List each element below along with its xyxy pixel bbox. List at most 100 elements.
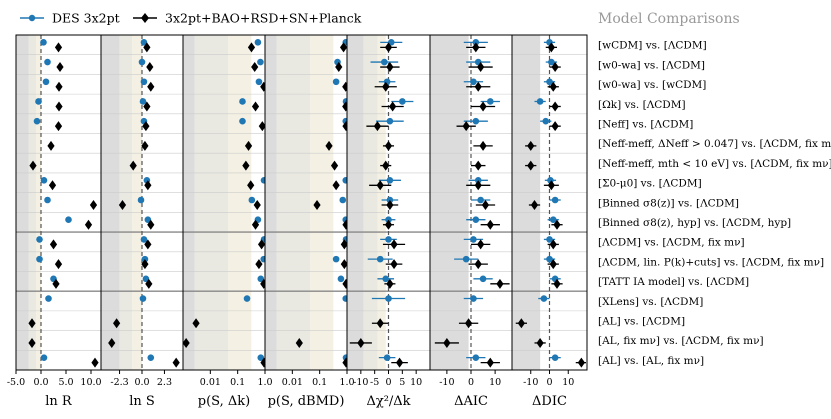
panel-lnR-des-point	[44, 196, 51, 204]
panel-pS_dk-combined-point	[260, 81, 268, 92]
panel-ddic-des-point	[549, 216, 557, 224]
panel-pS_dbmd-axis-label: p(S, dBMD)	[268, 394, 345, 409]
panel-pS_dbmd-combined-point	[342, 81, 350, 92]
panel-lnS-combined-point	[129, 160, 137, 171]
panel-daic-combined-point	[474, 180, 482, 191]
panel-dchi2_dk-combined-point	[373, 121, 382, 132]
panel-lnR-combined-point	[54, 259, 63, 270]
panel-ddic-combined-point	[547, 42, 555, 53]
panel-lnR-tick-label: 10.0	[80, 377, 101, 388]
panel-lnR-combined-point	[29, 160, 37, 171]
panel-ddic-combined-point	[527, 140, 535, 151]
panel-pS_dbmd-tick-label: 0.01	[282, 377, 303, 388]
panel-daic-des-point	[462, 255, 470, 263]
panel-lnR-combined-point	[48, 180, 57, 191]
legend-combined-marker	[141, 13, 149, 23]
panel-dchi2_dk-des-point	[386, 196, 394, 204]
panel-lnR-combined-point	[55, 81, 63, 92]
panel-dchi2_dk-combined-point	[384, 219, 393, 230]
panel-lnS-combined-point	[146, 62, 154, 73]
panel-ddic-combined-point	[553, 278, 561, 289]
panel-pS_dbmd-des-point	[337, 275, 345, 283]
panel-lnS-tick-label: 2.3	[157, 377, 172, 388]
panel-ddic-combined-point	[551, 101, 559, 112]
panel-pS_dk-combined-point	[251, 101, 260, 112]
panel-dchi2_dk-combined-point	[386, 200, 394, 210]
panel-lnR-combined-point	[84, 219, 93, 230]
panel-lnR-band-2	[36, 35, 41, 370]
panel-lnR-combined-point	[47, 140, 55, 151]
row-label: [ΛCDM, lin. P(k)+cuts] vs. [ΛCDM, fix mν…	[598, 256, 824, 268]
panel-pS_dbmd-combined-point	[340, 259, 348, 270]
panel-lnR-combined-point	[89, 200, 98, 210]
panel-ddic-combined-point	[577, 357, 585, 368]
panel-pS_dk-axis-label: p(S, Δk)	[198, 394, 250, 409]
panel-ddic-combined-point	[553, 219, 561, 230]
panel-dchi2_dk-combined-point	[389, 101, 397, 112]
panel-lnS-des-point	[139, 295, 147, 302]
panel-dchi2_dk-des-point	[381, 58, 388, 66]
panel-dchi2_dk-combined-point	[382, 160, 390, 171]
panel-daic-tick-label: -10	[439, 377, 454, 388]
panel-lnR-des-point	[35, 98, 42, 105]
panel-pS_dbmd-tick-label: 0.1	[312, 377, 327, 388]
panel-lnS-combined-point	[118, 200, 127, 210]
panel-ddic-tick-label: 0	[546, 377, 552, 388]
panel-pS_dk-tick-label: 0.01	[200, 377, 221, 388]
panel-lnR-combined-point	[49, 239, 58, 250]
panel-pS_dbmd: 0.01 0.1 1.0 p(S, dBMD)	[264, 34, 355, 409]
panel-lnR-axis-label: ln R	[45, 394, 73, 409]
panel-ddic-combined-point	[527, 160, 535, 171]
panel-lnS-des-point	[144, 216, 152, 224]
row-label: [XLens] vs. [ΛCDM]	[598, 296, 703, 308]
panel-pS_dk-combined-point	[260, 278, 268, 289]
panel-ddic-combined-point	[551, 121, 559, 132]
panel-pS_dk-combined-point	[251, 62, 259, 73]
panel-daic-des-point	[470, 236, 477, 243]
panel-pS_dbmd-combined-point	[339, 42, 348, 53]
panel-lnR-des-point	[40, 176, 48, 184]
panel-lnS: -2.3 0.0 2.3ln S	[100, 34, 184, 409]
panel-pS_dbmd-combined-point	[342, 101, 350, 112]
panel-pS_dbmd-combined-point	[325, 140, 333, 151]
legend-combined-label: 3x2pt+BAO+RSD+SN+Planck	[165, 11, 362, 26]
panel-daic-combined-point	[474, 81, 482, 92]
panel-ddic-combined-point	[551, 62, 559, 73]
row-label: [TATT IA model] vs. [ΛCDM]	[598, 276, 749, 288]
row-label: [Ωk] vs. [ΛCDM]	[598, 99, 686, 111]
panel-lnS-combined-point	[108, 337, 116, 348]
panel-dchi2_dk-des-point	[376, 255, 384, 263]
panel-pS_dk-tick-label: 1.0	[257, 377, 272, 388]
panel-ddic-combined-point	[530, 200, 539, 210]
panel-pS_dbmd-combined-point	[330, 160, 339, 171]
panel-pS_dbmd-tick-label: 1.0	[339, 377, 354, 388]
panel-daic-combined-point	[486, 357, 494, 368]
panel-pS_dk-combined-point	[192, 318, 200, 329]
panel-daic-combined-point	[486, 219, 494, 230]
panel-daic-combined-point	[472, 42, 480, 53]
panel-daic-tick-label: 10	[489, 377, 501, 388]
panel-ddic-des-point	[542, 117, 550, 125]
panel-pS_dbmd-des-point	[332, 255, 340, 263]
panel-pS_dk: 0.01 0.1 1.0 p(S, Δk)	[182, 34, 273, 409]
panel-pS_dk-combined-point	[251, 219, 260, 230]
chart-title: Model Comparisons	[598, 11, 740, 27]
panel-dchi2_dk-band-2	[377, 35, 386, 370]
panel-dchi2_dk-des-point	[385, 236, 392, 243]
panel-pS_dbmd-des-point	[339, 196, 347, 204]
row-labels: [wCDM] vs. [ΛCDM] [w0-wa] vs. [ΛCDM] [w0-w…	[598, 40, 831, 367]
panel-lnS-des-point	[140, 78, 148, 86]
panel-daic-combined-point	[477, 62, 485, 73]
panel-pS_dk-des-point	[257, 58, 264, 66]
panel-ddic-des-point	[551, 354, 559, 361]
panel-lnR-des-point	[65, 216, 72, 224]
panel-lnS-band-2	[132, 35, 142, 370]
panel-pS_dk-combined-point	[257, 239, 266, 250]
panel-ddic-tick-label: 10	[562, 377, 574, 388]
panel-daic-combined-point	[464, 318, 473, 329]
panel-lnS-combined-point	[144, 239, 152, 250]
panel-lnS-des-point	[142, 275, 150, 283]
panel-dchi2_dk-combined-point	[384, 140, 393, 151]
